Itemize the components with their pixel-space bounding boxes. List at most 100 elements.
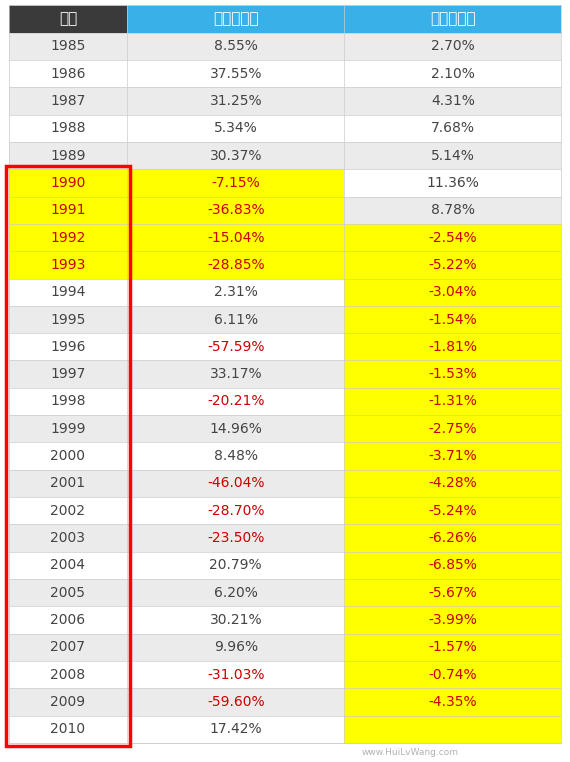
Bar xyxy=(128,497,344,524)
Text: -5.24%: -5.24% xyxy=(429,504,477,517)
Bar xyxy=(128,688,344,716)
Bar xyxy=(9,579,128,607)
Text: 2000: 2000 xyxy=(51,449,86,463)
Text: 2009: 2009 xyxy=(50,695,86,709)
Bar xyxy=(9,33,128,60)
Text: -28.70%: -28.70% xyxy=(207,504,264,517)
Text: 1988: 1988 xyxy=(50,121,86,136)
Bar xyxy=(9,716,128,743)
Text: -59.60%: -59.60% xyxy=(207,695,264,709)
Text: -20.21%: -20.21% xyxy=(207,395,264,408)
Text: -28.85%: -28.85% xyxy=(207,258,264,272)
Text: 4.31%: 4.31% xyxy=(431,94,475,108)
Bar xyxy=(9,497,128,524)
Bar xyxy=(9,224,128,251)
Bar xyxy=(128,469,344,497)
Text: -3.99%: -3.99% xyxy=(429,613,477,627)
Text: 6.20%: 6.20% xyxy=(214,586,258,600)
Bar xyxy=(9,224,128,251)
Text: 33.17%: 33.17% xyxy=(210,367,262,381)
Bar xyxy=(128,224,344,251)
Bar xyxy=(9,443,128,469)
Text: 1993: 1993 xyxy=(50,258,86,272)
Bar xyxy=(128,716,344,743)
Bar xyxy=(9,60,128,88)
Bar xyxy=(344,607,561,634)
Bar xyxy=(9,469,128,497)
Bar xyxy=(9,415,128,443)
Bar xyxy=(344,306,561,333)
Bar xyxy=(128,333,344,360)
Bar xyxy=(128,552,344,579)
Bar xyxy=(9,114,128,142)
Text: -1.57%: -1.57% xyxy=(429,640,477,655)
Text: -3.04%: -3.04% xyxy=(429,285,477,299)
Bar xyxy=(9,634,128,661)
Text: 37.55%: 37.55% xyxy=(210,66,262,81)
Text: 1989: 1989 xyxy=(50,149,86,162)
Bar xyxy=(344,443,561,469)
Bar xyxy=(344,60,561,88)
Bar xyxy=(9,197,128,224)
Bar xyxy=(128,142,344,169)
Bar xyxy=(128,251,344,279)
Bar xyxy=(128,197,344,224)
Bar xyxy=(128,279,344,306)
Bar xyxy=(9,197,128,224)
Text: 2.31%: 2.31% xyxy=(214,285,258,299)
Bar xyxy=(6,166,130,746)
Bar xyxy=(344,197,561,224)
Bar xyxy=(128,552,344,579)
Bar xyxy=(344,415,561,443)
Bar xyxy=(9,661,128,688)
Bar xyxy=(128,524,344,552)
Bar xyxy=(9,443,128,469)
Bar xyxy=(128,60,344,88)
Text: 2001: 2001 xyxy=(50,476,86,491)
Bar xyxy=(344,497,561,524)
Text: 1994: 1994 xyxy=(50,285,86,299)
Bar xyxy=(9,688,128,716)
Bar xyxy=(344,524,561,552)
Bar xyxy=(344,60,561,88)
Text: 14.96%: 14.96% xyxy=(209,422,262,436)
Text: -15.04%: -15.04% xyxy=(207,231,264,245)
Text: 17.42%: 17.42% xyxy=(210,722,262,736)
Text: 2004: 2004 xyxy=(51,559,86,572)
Bar xyxy=(9,524,128,552)
Bar xyxy=(344,716,561,743)
Bar xyxy=(9,388,128,415)
Text: 20.79%: 20.79% xyxy=(210,559,262,572)
Bar xyxy=(128,388,344,415)
Bar xyxy=(9,607,128,634)
Text: 1987: 1987 xyxy=(50,94,86,108)
Bar xyxy=(9,333,128,360)
Bar xyxy=(344,360,561,388)
Text: 2002: 2002 xyxy=(51,504,86,517)
Bar xyxy=(128,579,344,607)
Bar xyxy=(344,142,561,169)
Bar xyxy=(344,688,561,716)
Bar xyxy=(344,197,561,224)
Bar xyxy=(128,142,344,169)
Bar xyxy=(9,306,128,333)
Bar xyxy=(344,224,561,251)
Text: 房价涨跌幅: 房价涨跌幅 xyxy=(430,11,475,27)
Text: 8.55%: 8.55% xyxy=(214,40,258,53)
Text: 7.68%: 7.68% xyxy=(431,121,475,136)
Text: 2006: 2006 xyxy=(50,613,86,627)
Text: 6.11%: 6.11% xyxy=(214,312,258,326)
Bar xyxy=(344,169,561,197)
Bar xyxy=(128,360,344,388)
Bar xyxy=(344,716,561,743)
Bar xyxy=(344,333,561,360)
Text: 11.36%: 11.36% xyxy=(426,176,479,190)
Bar xyxy=(128,443,344,469)
Bar xyxy=(9,469,128,497)
Text: -57.59%: -57.59% xyxy=(207,340,264,354)
Bar xyxy=(344,142,561,169)
Bar xyxy=(128,661,344,688)
Bar xyxy=(9,360,128,388)
Text: 1985: 1985 xyxy=(50,40,86,53)
Bar xyxy=(128,469,344,497)
